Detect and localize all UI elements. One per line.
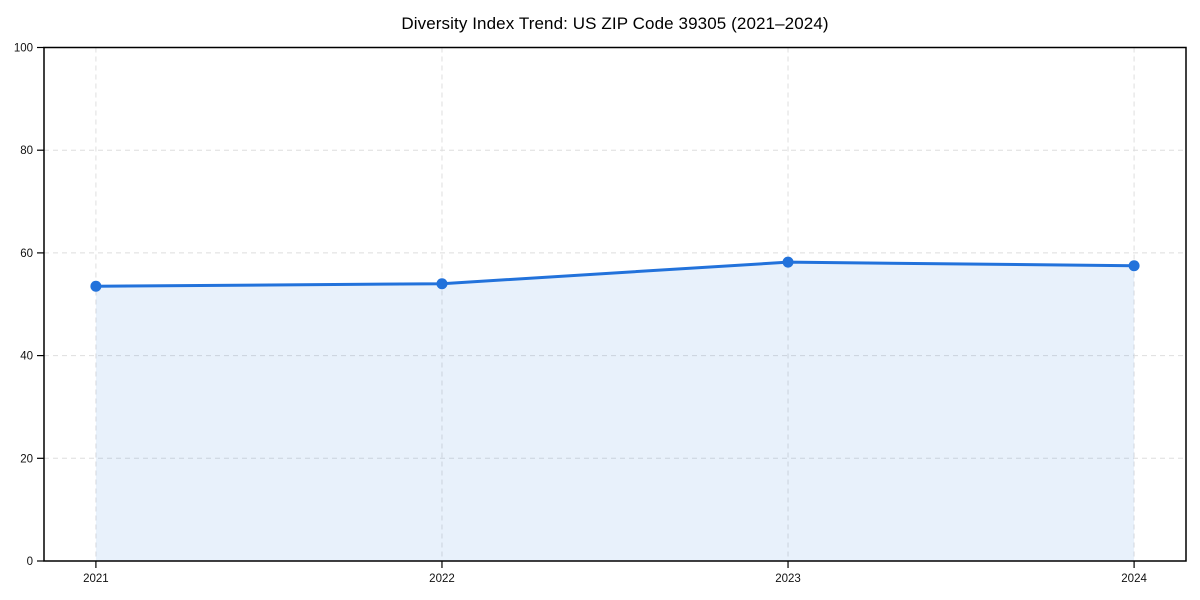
y-tick-label: 40 [20, 351, 33, 363]
area-fill [95, 262, 1135, 561]
data-point-2023 [782, 256, 794, 268]
axis-frame [43, 46, 1187, 562]
data-point-2022 [436, 278, 448, 290]
x-tick-label: 2022 [429, 573, 455, 585]
x-tick-label: 2024 [1121, 573, 1147, 585]
x-tick-label: 2023 [775, 573, 801, 585]
y-tick-label: 80 [20, 145, 33, 157]
y-tick-label: 60 [20, 248, 33, 260]
data-point-2024 [1128, 260, 1140, 272]
y-tick-label: 0 [27, 556, 33, 568]
chart-title: Diversity Index Trend: US ZIP Code 39305… [401, 14, 829, 33]
data-point-2021 [90, 280, 102, 292]
trend-line [94, 260, 1136, 288]
x-axis-ticks: 2021 2022 2023 2024 [83, 561, 1147, 585]
data-points [90, 256, 1140, 292]
y-tick-label: 100 [14, 43, 33, 55]
y-tick-label: 20 [20, 453, 33, 465]
y-axis-ticks: 0 20 40 60 80 100 [14, 43, 44, 568]
x-tick-label: 2021 [83, 573, 109, 585]
